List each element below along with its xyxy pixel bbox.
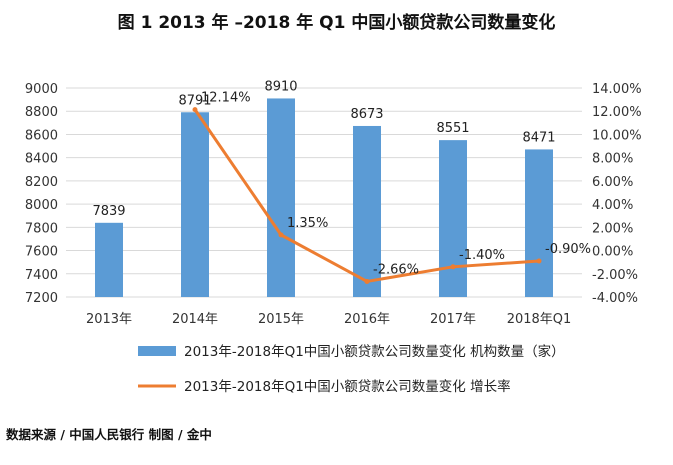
legend-swatch-bars (138, 346, 176, 356)
source-note: 数据来源 / 中国人民银行 制图 / 金中 (6, 427, 212, 442)
growth-point (364, 278, 370, 284)
y-right-tick-label: 4.00% (592, 198, 633, 213)
bar (353, 125, 381, 298)
y-left-tick-label: 7800 (25, 221, 58, 236)
bar-data-label: 8910 (264, 79, 297, 94)
growth-point (192, 107, 198, 113)
legend-label-bars: 2013年-2018年Q1中国小额贷款公司数量变化 机构数量（家） (184, 343, 565, 360)
x-tick-label: 2015年 (258, 312, 304, 327)
bar (525, 149, 553, 297)
growth-data-label: 1.35% (287, 216, 328, 231)
y-right-tick-label: 0.00% (592, 245, 633, 260)
growth-point (536, 258, 542, 264)
bar-data-label: 8791 (178, 93, 211, 108)
x-tick-label: 2014年 (172, 312, 218, 327)
y-right-tick-label: 12.00% (592, 105, 642, 120)
y-right-tick-label: -4.00% (592, 291, 638, 306)
growth-point (450, 264, 456, 270)
y-right-tick-label: 14.00% (592, 82, 642, 97)
x-tick-label: 2017年 (430, 312, 476, 327)
legend-label-line: 2013年-2018年Q1中国小额贷款公司数量变化 增长率 (184, 378, 511, 395)
bar-data-label: 8551 (436, 121, 469, 136)
y-right-tick-label: 10.00% (592, 128, 642, 143)
growth-data-label: -0.90% (545, 242, 591, 257)
x-tick-label: 2016年 (344, 312, 390, 327)
growth-data-label: 12.14% (201, 91, 251, 106)
growth-point (278, 232, 284, 238)
y-left-tick-label: 8000 (25, 198, 58, 213)
bar-data-label: 7839 (92, 204, 125, 219)
y-left-tick-label: 8400 (25, 152, 58, 167)
y-right-tick-label: -2.00% (592, 268, 638, 283)
y-left-tick-label: 7400 (25, 268, 58, 283)
bar (439, 140, 467, 297)
y-left-tick-label: 8800 (25, 105, 58, 120)
bar (95, 222, 123, 297)
chart: 7200 7400 7600 7800 8000 8200 8400 8600 8800 9000… (25, 79, 642, 395)
bar-data-label: 8471 (522, 130, 555, 145)
figure-title: 图 1 2013 年 –2018 年 Q1 中国小额贷款公司数量变化 (117, 13, 556, 33)
y-right-tick-label: 2.00% (592, 221, 633, 236)
y-left-tick-label: 8200 (25, 175, 58, 190)
growth-data-label: -2.66% (373, 262, 419, 277)
y-right-tick-label: 6.00% (592, 175, 633, 190)
growth-data-label: -1.40% (459, 248, 505, 263)
y-left-tick-label: 9000 (25, 82, 58, 97)
bar (181, 112, 209, 298)
y-left-tick-label: 7200 (25, 291, 58, 306)
x-tick-label: 2013年 (86, 312, 132, 327)
y-left-tick-label: 8600 (25, 128, 58, 143)
bar (267, 98, 295, 297)
y-right-tick-label: 8.00% (592, 152, 633, 167)
y-left-tick-label: 7600 (25, 245, 58, 260)
x-tick-label: 2018年Q1 (507, 312, 572, 327)
bar-data-label: 8673 (350, 107, 383, 122)
